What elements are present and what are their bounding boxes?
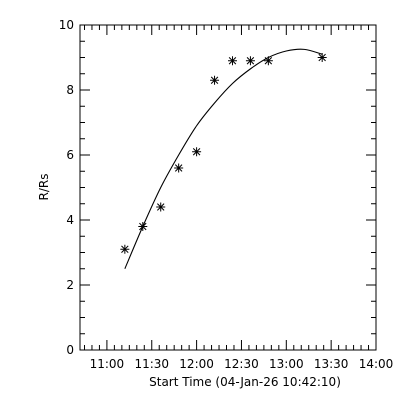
data-point — [192, 147, 202, 157]
y-tick-label: 4 — [66, 213, 74, 227]
x-tick-label: 13:00 — [269, 357, 304, 371]
x-tick-label: 11:00 — [90, 357, 125, 371]
data-point — [138, 222, 148, 231]
y-tick-label: 0 — [66, 343, 74, 357]
fit-curve — [124, 48, 323, 269]
x-tick-label: 14:00 — [359, 357, 394, 371]
x-tick-label: 11:30 — [134, 357, 169, 371]
data-point — [156, 202, 166, 212]
data-point — [120, 244, 130, 254]
data-point — [174, 163, 184, 173]
x-tick-label: 12:00 — [179, 357, 214, 371]
data-point — [245, 56, 255, 66]
y-tick-label: 8 — [66, 83, 74, 97]
data-points — [120, 53, 327, 254]
y-tick-label: 2 — [66, 278, 74, 292]
data-point — [317, 53, 327, 62]
plot-frame — [79, 24, 377, 351]
y-tick-label: 10 — [59, 18, 74, 32]
x-tick-label: 12:30 — [224, 357, 259, 371]
ticks — [80, 24, 377, 351]
tick-labels: 11:00 11:30 12:00 12:30 13:00 13:30 14:00 0 2 4 6 8… — [59, 18, 394, 371]
x-tick-label: 13:30 — [314, 357, 349, 371]
x-axis-label: Start Time (04-Jan-26 10:42:10) — [149, 375, 341, 389]
data-point — [227, 56, 237, 66]
y-tick-label: 6 — [66, 148, 74, 162]
data-point — [263, 56, 273, 66]
data-point — [210, 75, 220, 85]
y-axis-label: R/Rs — [37, 174, 51, 201]
